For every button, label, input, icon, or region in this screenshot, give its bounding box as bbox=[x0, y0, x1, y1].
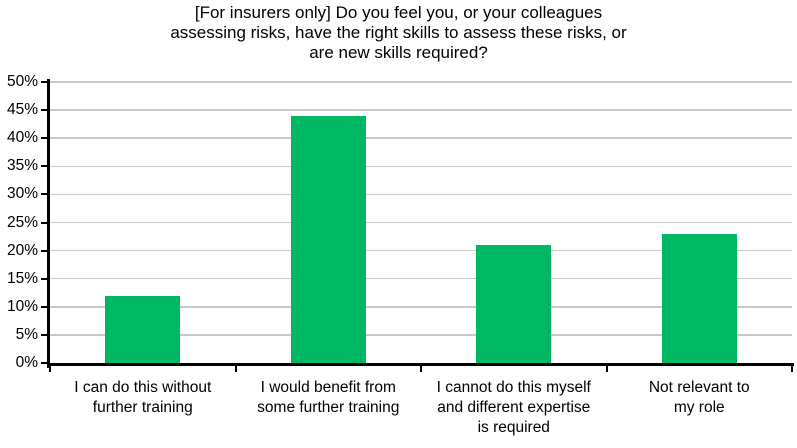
y-tick-45 bbox=[41, 109, 49, 112]
gridline-50 bbox=[50, 81, 792, 83]
y-tick-label-0: 0% bbox=[15, 354, 38, 371]
y-tick-5 bbox=[41, 333, 49, 336]
gridline-20 bbox=[50, 249, 792, 252]
y-tick-30 bbox=[41, 193, 49, 196]
bar-4 bbox=[661, 233, 737, 363]
y-tick-15 bbox=[41, 277, 49, 280]
y-tick-25 bbox=[41, 221, 49, 224]
x-axis-label-3: I cannot do this myself and different exp… bbox=[421, 378, 607, 438]
chart-title-line-1: [For insurers only] Do you feel you, or … bbox=[194, 3, 603, 22]
x-axis-label-line: my role bbox=[673, 399, 725, 416]
x-axis-label-line: Not relevant to bbox=[648, 379, 750, 396]
x-tick-1 bbox=[234, 363, 237, 372]
x-axis-label-line: and different expertise bbox=[437, 399, 591, 416]
bar-2 bbox=[290, 115, 366, 363]
y-tick-0 bbox=[41, 362, 49, 364]
x-axis-label-line: I can do this without bbox=[74, 379, 212, 396]
chart-title-line-2: assessing risks, have the right skills t… bbox=[170, 23, 627, 42]
plot-area bbox=[50, 81, 792, 363]
bar-1 bbox=[105, 295, 181, 363]
y-tick-10 bbox=[41, 305, 49, 308]
x-tick-0 bbox=[49, 363, 51, 372]
x-axis-label-line: I cannot do this myself bbox=[436, 379, 591, 396]
chart-title: [For insurers only] Do you feel you, or … bbox=[0, 3, 797, 63]
y-axis-line bbox=[47, 79, 50, 368]
y-tick-label-5: 5% bbox=[15, 325, 38, 343]
bar-3 bbox=[476, 244, 552, 363]
gridline-30 bbox=[50, 193, 792, 196]
x-axis-label-line: is required bbox=[477, 419, 550, 436]
x-axis-label-line: some further training bbox=[257, 399, 400, 416]
gridline-5 bbox=[50, 334, 792, 336]
y-tick-label-50: 50% bbox=[6, 73, 38, 90]
y-tick-40 bbox=[41, 137, 49, 140]
y-tick-50 bbox=[41, 81, 49, 83]
y-tick-label-40: 40% bbox=[6, 129, 38, 147]
x-tick-3 bbox=[605, 363, 608, 372]
x-axis-label-line: I would benefit from bbox=[260, 379, 396, 396]
y-tick-label-30: 30% bbox=[6, 185, 38, 203]
y-tick-20 bbox=[41, 249, 49, 252]
y-tick-label-15: 15% bbox=[6, 269, 38, 287]
x-tick-4 bbox=[791, 363, 793, 372]
gridline-25 bbox=[50, 221, 792, 224]
x-tick-2 bbox=[420, 363, 422, 372]
y-tick-label-45: 45% bbox=[6, 101, 38, 119]
y-tick-label-10: 10% bbox=[6, 297, 38, 315]
y-tick-35 bbox=[41, 165, 49, 168]
chart-title-line-3: are new skills required? bbox=[309, 43, 488, 62]
gridline-40 bbox=[50, 137, 792, 139]
y-tick-label-35: 35% bbox=[6, 157, 38, 175]
gridline-45 bbox=[50, 109, 792, 111]
gridline-10 bbox=[50, 306, 792, 308]
x-axis-label-2: I would benefit from some further trainin… bbox=[236, 378, 422, 418]
gridline-15 bbox=[50, 277, 792, 280]
x-axis-label-1: I can do this without further training bbox=[50, 378, 236, 418]
x-axis-label-4: Not relevant to my role bbox=[607, 378, 793, 418]
y-tick-label-20: 20% bbox=[6, 241, 38, 259]
x-axis-label-line: further training bbox=[92, 399, 193, 416]
gridline-35 bbox=[50, 165, 792, 168]
y-tick-label-25: 25% bbox=[6, 213, 38, 231]
